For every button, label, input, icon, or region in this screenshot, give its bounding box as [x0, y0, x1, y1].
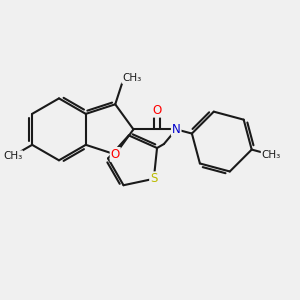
Text: O: O [111, 148, 120, 161]
Text: CH₃: CH₃ [3, 151, 22, 161]
Text: S: S [150, 172, 158, 185]
Text: N: N [172, 123, 181, 136]
Text: CH₃: CH₃ [261, 150, 280, 160]
Text: O: O [152, 104, 162, 117]
Text: CH₃: CH₃ [122, 73, 141, 83]
